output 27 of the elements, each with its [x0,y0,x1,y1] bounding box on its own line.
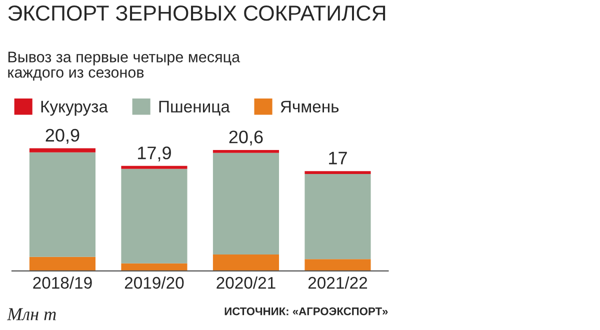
chart-subtitle: Вывоз за первые четыре месяца каждого из сезонов [8,52,240,81]
bar [212,254,280,271]
legend-label: Ячмень [280,100,339,112]
bar [304,259,371,271]
text: ИСТОЧНИК: «АГРОЭКСПОРТ» [224,307,388,316]
bar [304,174,371,260]
legend-label: Кукуруза [41,100,108,116]
legend-label: Пшеница [159,100,230,116]
bar [121,168,188,264]
bar [212,150,280,153]
annotation: 17 [329,152,347,164]
x-tick-label: 2019/20 [124,276,184,289]
annotation: 20,6 [229,130,263,146]
x-tick-label: 2021/22 [308,276,368,289]
x-tick-label: 2020/21 [216,276,276,289]
bar [304,171,371,174]
bar [121,166,188,169]
annotation: 20,9 [46,128,80,144]
text: Млн т [6,308,56,320]
bar [212,152,280,254]
chart-title: ЭКСПОРТ ЗЕРНОВЫХ СОКРАТИЛСЯ [8,6,386,21]
bar [29,148,96,152]
bar [29,256,96,271]
annotation: 17,9 [138,146,171,162]
x-tick-label: 2018/19 [33,276,92,289]
bar [121,263,188,271]
bar [29,152,96,257]
